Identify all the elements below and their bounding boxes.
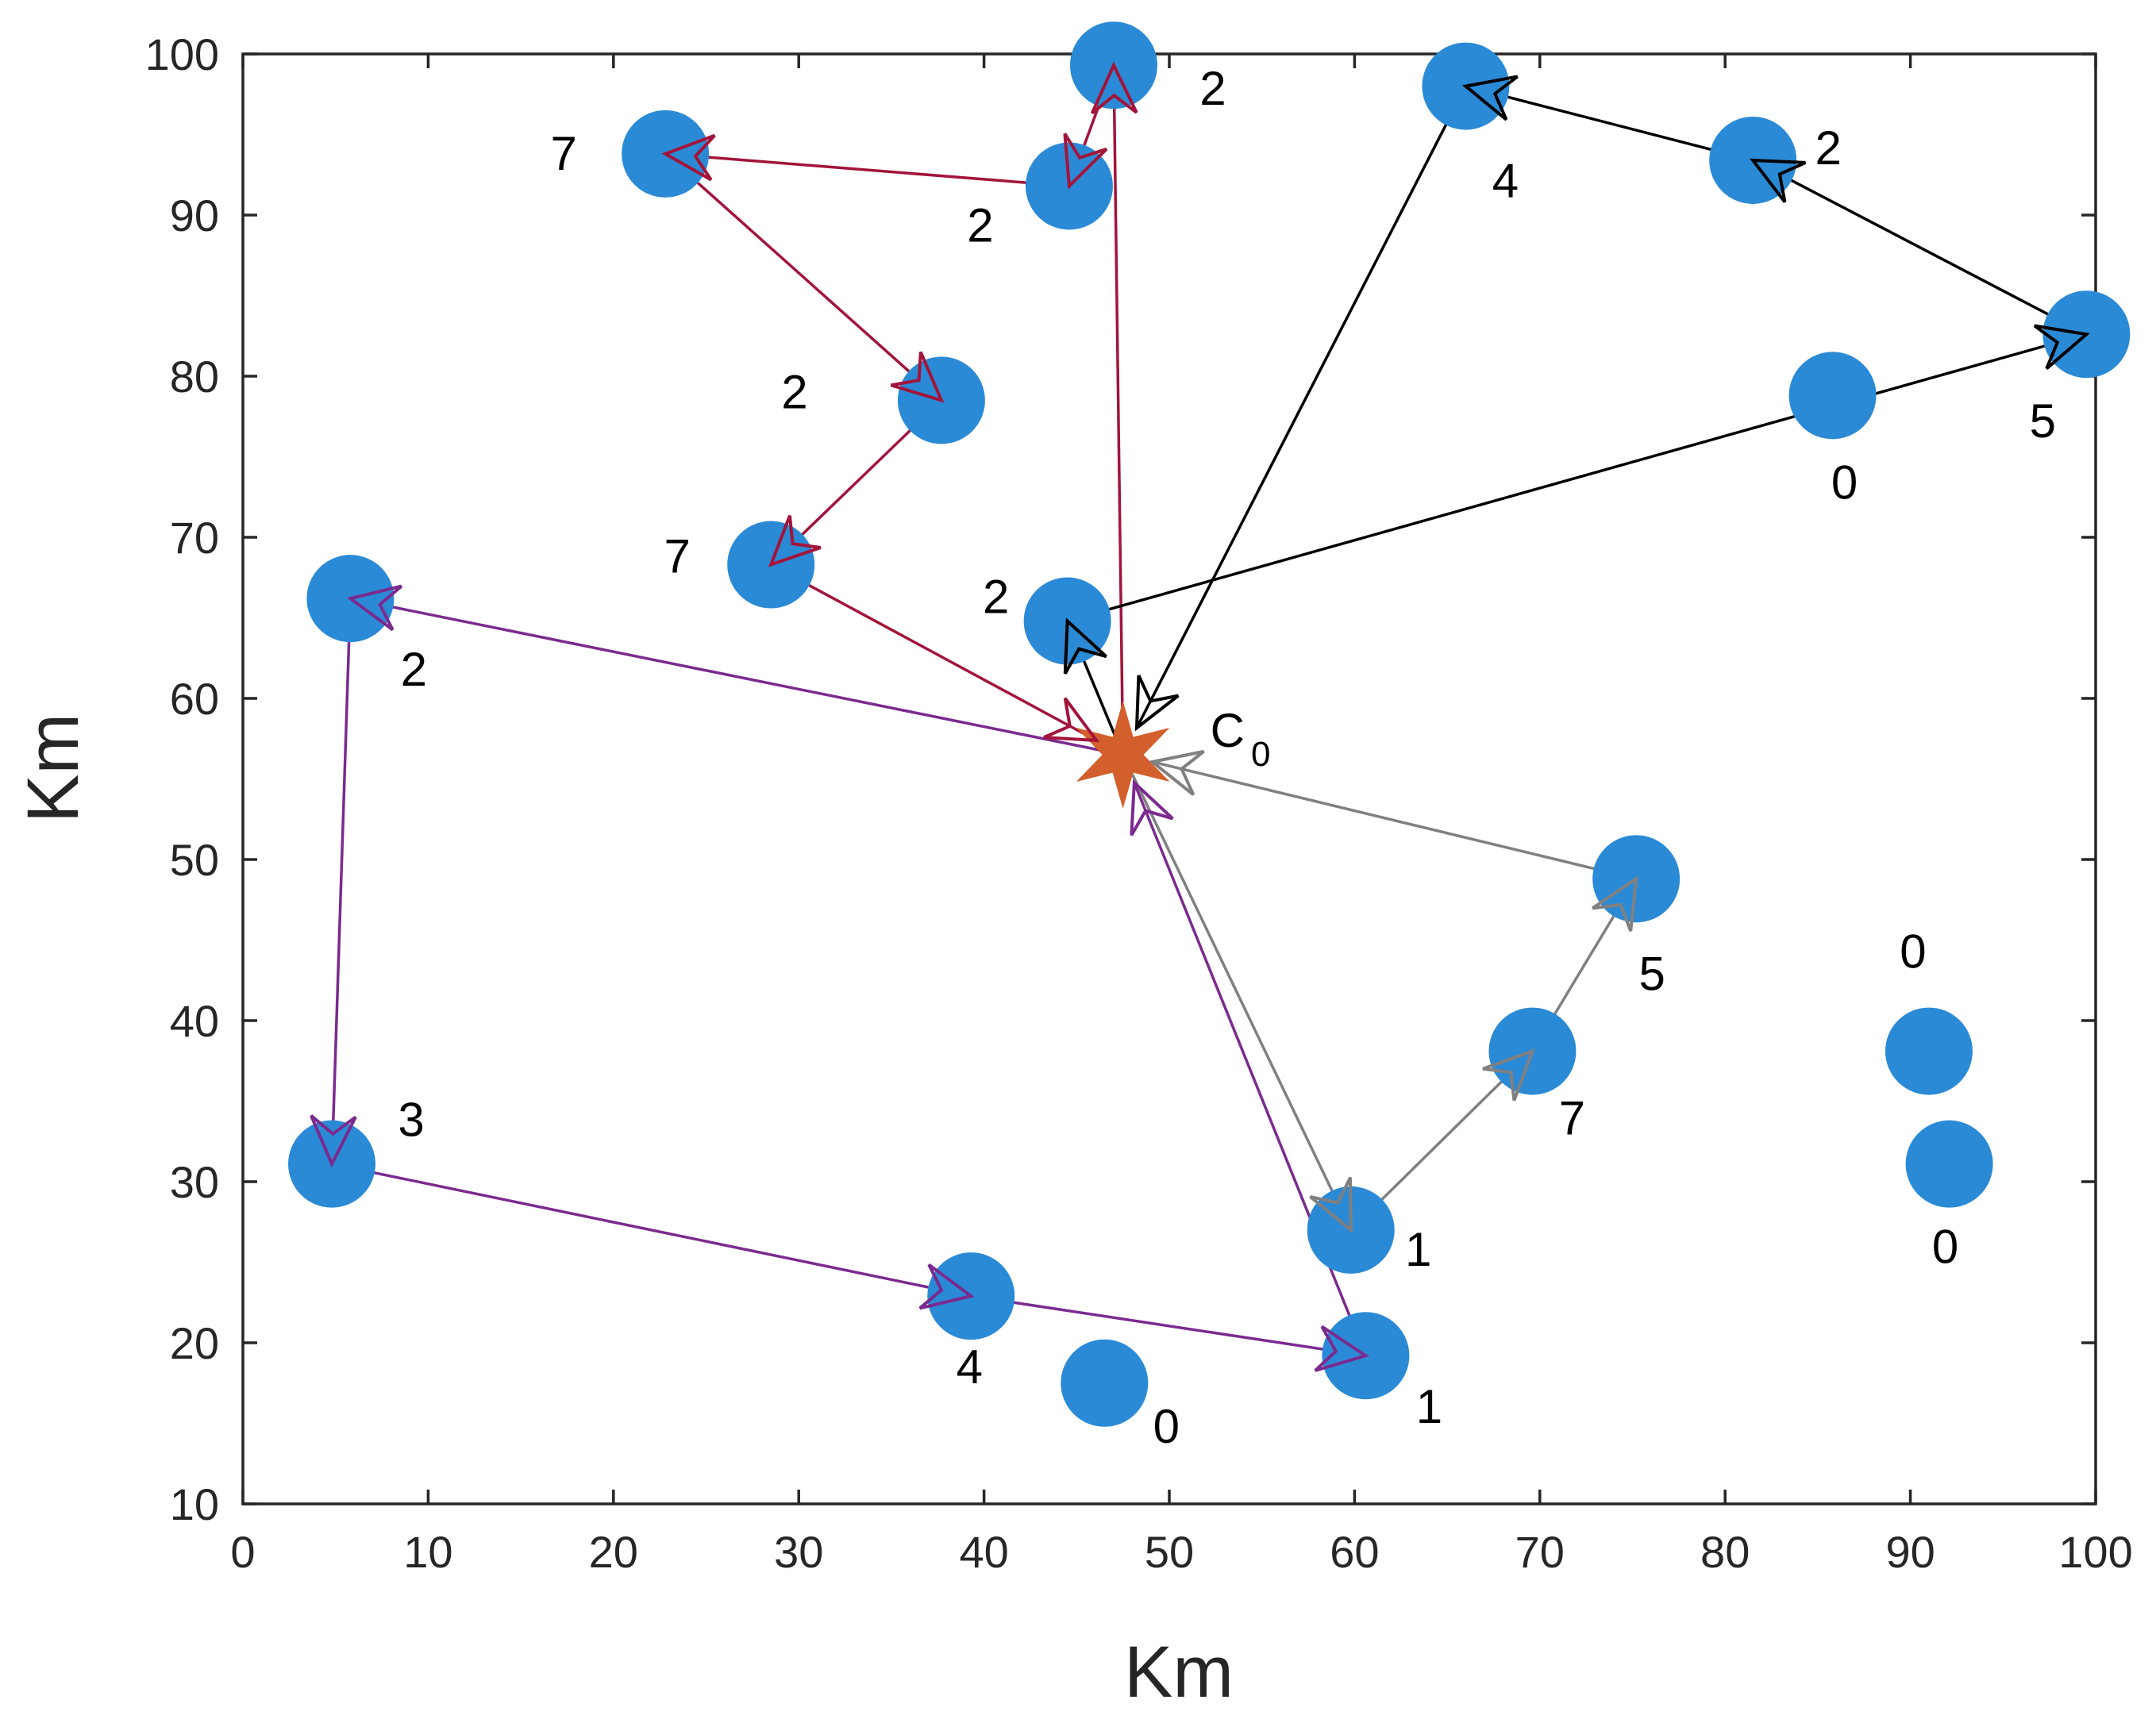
route-arrowhead: [1750, 158, 1807, 203]
node-demand-label: 0: [1932, 1221, 1958, 1274]
x-tick-label: 40: [959, 1527, 1008, 1577]
route-arrowhead: [1314, 1325, 1370, 1372]
y-tick-label: 10: [170, 1479, 219, 1529]
node-labels: 2 2 7 2 7 2 4 2 5 0 2 3 4 0 1 1 7 5 0 0: [398, 62, 2056, 1453]
customer-node: [1061, 1339, 1149, 1427]
y-tick-label: 40: [170, 996, 219, 1046]
y-tick-label: 50: [170, 835, 219, 885]
node-demand-label: 0: [1153, 1400, 1180, 1453]
route-arrowhead: [890, 351, 945, 403]
y-tick-label: 80: [170, 352, 219, 402]
route-arrowhead: [1592, 875, 1638, 932]
route-segment: [1122, 754, 1353, 1231]
y-axis-title: Km: [13, 713, 94, 823]
route-segment: [330, 598, 352, 1164]
route-arrowhead: [1148, 749, 1205, 796]
route-segment: [1133, 782, 1368, 1356]
x-tick-label: 100: [2058, 1527, 2132, 1577]
depot-label-name: C: [1211, 704, 1245, 757]
x-tick-label: 10: [403, 1527, 452, 1577]
node-demand-label: 7: [664, 530, 691, 583]
node-demand-label: 5: [2030, 394, 2056, 448]
x-tick-label: 0: [230, 1527, 255, 1577]
route-arrowhead: [1309, 1176, 1353, 1234]
route-segment: [1112, 65, 1125, 756]
route-arrowhead: [1063, 133, 1108, 190]
depot-star: [1076, 701, 1170, 809]
x-axis-title: Km: [1124, 1632, 1234, 1713]
route-segment: [770, 563, 1098, 742]
x-tick-label: 70: [1515, 1527, 1565, 1577]
route-arrowhead: [2033, 324, 2090, 370]
y-tick-label: 30: [170, 1157, 219, 1207]
route-arrowhead: [661, 133, 716, 182]
node-demand-label: 0: [1831, 456, 1858, 509]
x-tick-label: 30: [774, 1527, 823, 1577]
route-arrowhead: [346, 584, 403, 632]
x-tick-label: 60: [1330, 1527, 1379, 1577]
route-segment: [665, 152, 1070, 188]
node-demand-label: 2: [967, 198, 993, 252]
route-arrowheads: [310, 61, 2090, 1372]
customer-node: [1788, 352, 1877, 440]
route-arrowhead: [1063, 617, 1107, 675]
node-demand-label: 3: [398, 1094, 424, 1147]
route-arrowhead: [1461, 75, 1519, 121]
route-segment: [331, 1162, 972, 1298]
route-arrowhead: [310, 1114, 357, 1168]
node-demand-label: 2: [1199, 62, 1226, 115]
route-segment: [1152, 760, 1637, 881]
x-tick-label: 80: [1700, 1527, 1750, 1577]
route-segment: [1135, 85, 1467, 729]
x-tick-label: 20: [589, 1527, 638, 1577]
route-arrowhead: [1090, 61, 1138, 115]
route-arrowhead: [918, 1263, 975, 1310]
customer-node: [1905, 1120, 1993, 1208]
node-demand-label: 7: [1559, 1092, 1585, 1145]
y-tick-label: 70: [170, 513, 219, 563]
node-demand-label: 2: [983, 571, 1009, 624]
route-segment: [1067, 333, 2087, 623]
y-tick-label: 90: [170, 190, 219, 240]
y-tick-label: 100: [145, 29, 219, 79]
x-tick-label: 50: [1145, 1527, 1194, 1577]
plot-frame: [241, 52, 2097, 1505]
node-demand-label: 2: [781, 365, 807, 418]
black-route: [1066, 84, 2088, 756]
customer-nodes: [288, 21, 2131, 1427]
node-demand-label: 0: [1900, 925, 1926, 979]
node-demand-label: 2: [401, 643, 427, 696]
route-segment: [664, 152, 943, 402]
node-demand-label: 1: [1416, 1380, 1442, 1433]
node-demand-label: 5: [1638, 947, 1665, 1000]
route-arrowhead: [768, 514, 822, 567]
node-demand-label: 4: [957, 1340, 983, 1394]
gray-route: [1122, 754, 1638, 1232]
node-demand-label: 7: [550, 127, 576, 180]
routes: [330, 64, 2088, 1357]
route-segment: [971, 1294, 1366, 1357]
route-arrowhead: [1482, 1048, 1535, 1102]
x-tick-label: 90: [1885, 1527, 1935, 1577]
depot-label-subscript: 0: [1251, 735, 1270, 774]
node-demand-label: 1: [1405, 1223, 1431, 1276]
route-arrowhead: [1043, 697, 1100, 743]
purple-route: [330, 597, 1368, 1357]
customer-node: [1885, 1007, 1973, 1095]
route-arrowhead: [1130, 779, 1174, 836]
route-segment: [1752, 159, 2088, 336]
route-segment: [1465, 84, 1754, 162]
y-tick-label: 20: [170, 1318, 219, 1368]
route-segment: [350, 597, 1123, 756]
axes: 0 10 20 30 40 50 60 70 80 90 100102030405060708090…: [145, 29, 2133, 1577]
node-demand-label: 4: [1492, 155, 1519, 208]
node-demand-label: 2: [1815, 121, 1842, 175]
y-tick-label: 60: [170, 674, 219, 724]
route-arrowhead: [1134, 675, 1180, 732]
